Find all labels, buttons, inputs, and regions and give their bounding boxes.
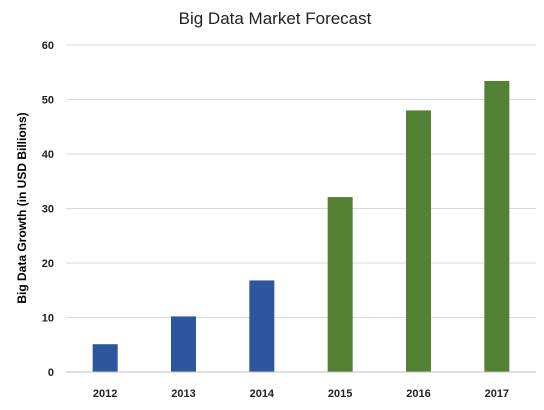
bar-2014	[249, 280, 275, 372]
y-axis-label: Big Data Growth (in USD Billions)	[15, 112, 29, 303]
bar-2017	[484, 80, 510, 372]
x-tick-label: 2012	[93, 388, 117, 400]
x-tick-label: 2013	[171, 388, 195, 400]
y-tick-label: 50	[42, 95, 54, 107]
bar-2013	[171, 316, 196, 372]
y-tick-label: 30	[42, 204, 54, 216]
chart-title: Big Data Market Forecast	[179, 9, 372, 28]
y-tick-label: 0	[48, 367, 54, 379]
x-tick-label: 2016	[406, 388, 430, 400]
bar-2016	[406, 110, 431, 373]
x-axis-ticks: 2012 2013 2014 2015 2016 2017	[93, 388, 509, 400]
bar-2015	[327, 197, 353, 372]
bar-2012	[92, 344, 118, 372]
bars	[92, 80, 510, 373]
gridlines	[66, 44, 536, 318]
x-tick-label: 2014	[250, 388, 275, 400]
y-tick-label: 60	[42, 40, 54, 52]
y-tick-label: 10	[42, 313, 54, 325]
y-tick-label: 40	[42, 149, 54, 161]
x-tick-label: 2017	[485, 388, 509, 400]
y-tick-label: 20	[42, 258, 54, 270]
y-axis-ticks: 0 10 20 30 40 50 60	[42, 40, 54, 379]
x-tick-label: 2015	[328, 388, 352, 400]
